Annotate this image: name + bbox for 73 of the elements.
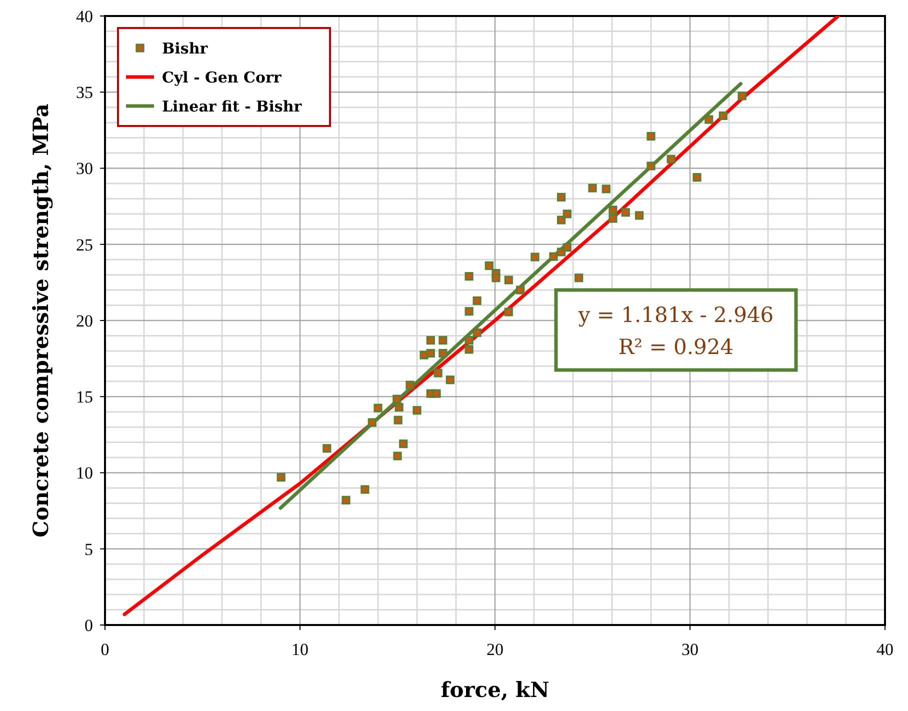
- annotation: R² = 0.924: [618, 335, 734, 359]
- point: [738, 92, 746, 100]
- legend-label: Cyl - Gen Corr: [162, 68, 282, 86]
- y-tick-label: 25: [76, 235, 93, 254]
- point: [406, 380, 414, 390]
- point: [394, 402, 404, 412]
- point: [635, 211, 644, 220]
- y-tick-label: 35: [76, 83, 93, 102]
- point: [557, 192, 566, 202]
- point: [426, 348, 435, 358]
- point: [412, 406, 422, 415]
- point: [574, 274, 584, 282]
- point: [426, 336, 435, 345]
- point: [646, 132, 656, 141]
- point: [588, 184, 597, 192]
- point: [322, 444, 332, 453]
- point: [602, 184, 610, 194]
- point: [504, 308, 513, 316]
- point: [393, 452, 402, 460]
- point: [446, 376, 454, 384]
- point: [608, 206, 618, 214]
- x-tick-label: 30: [682, 640, 698, 659]
- point: [562, 210, 572, 218]
- point: [392, 394, 402, 404]
- point: [492, 274, 500, 282]
- point: [608, 214, 618, 223]
- y-axis-title: Concrete compressive strength, MPa: [28, 103, 53, 538]
- point: [692, 173, 702, 182]
- y-tick-label: 30: [76, 159, 93, 178]
- y-tick-label: 10: [76, 464, 93, 483]
- point: [516, 286, 525, 294]
- point: [464, 272, 474, 281]
- point: [484, 261, 494, 270]
- point: [374, 404, 382, 412]
- point: [438, 348, 448, 358]
- y-tick-label: 5: [84, 540, 93, 559]
- point: [549, 252, 558, 261]
- x-axis-title: force, kN: [440, 677, 550, 702]
- point: [434, 368, 442, 378]
- point: [621, 208, 630, 217]
- point: [438, 336, 448, 345]
- point: [360, 485, 370, 494]
- point: [464, 336, 474, 345]
- annotation: y = 1.181x - 2.946: [577, 303, 774, 327]
- y-tick-label: 15: [76, 388, 93, 407]
- legend-label: Bishr: [162, 39, 209, 58]
- point: [432, 389, 441, 398]
- point: [530, 252, 540, 262]
- point: [368, 418, 376, 427]
- point: [276, 473, 286, 482]
- point: [666, 154, 676, 164]
- point: [472, 296, 482, 306]
- point: [718, 111, 728, 120]
- point: [646, 162, 656, 170]
- x-tick-label: 40: [876, 640, 894, 659]
- legend-label: Linear fit - Bishr: [162, 97, 303, 116]
- point: [342, 496, 350, 504]
- point: [399, 440, 408, 448]
- x-tick-label: 20: [486, 640, 504, 659]
- x-tick-label: 10: [292, 640, 308, 659]
- point: [394, 416, 402, 424]
- point: [557, 216, 566, 224]
- point: [704, 115, 714, 124]
- y-tick-label: 20: [76, 311, 93, 330]
- point: [464, 307, 474, 316]
- point: [562, 243, 572, 252]
- y-tick-label: 0: [84, 616, 93, 635]
- point: [472, 328, 482, 337]
- y-tick-label: 40: [76, 6, 93, 26]
- line-series: [122, 16, 840, 616]
- x-tick-label: 0: [100, 640, 110, 659]
- point: [504, 276, 513, 284]
- point: [464, 345, 474, 354]
